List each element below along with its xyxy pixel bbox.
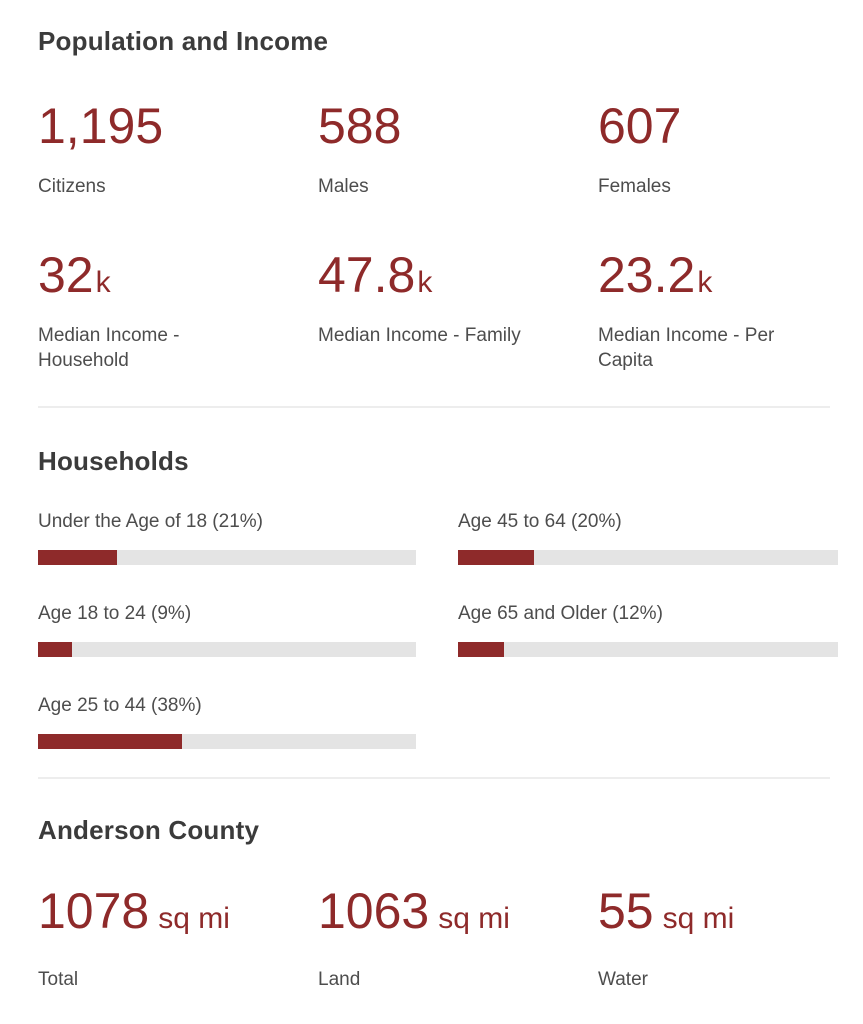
stat-median-income-household-label: Median Income - Household [38,324,180,372]
household-bar-25-44: Age 25 to 44 (38%) [38,695,416,749]
stat-males-label: Males [318,176,369,198]
household-bar-65-older-track [458,641,838,657]
stat-females-value: 607 [598,98,682,155]
stat-median-income-family: 47.8k Median Income - Family [318,246,598,374]
households-bars-left-column: Under the Age of 18 (21%) Age 18 to 24 (… [38,511,416,749]
households-section: Households Under the Age of 18 (21%) Age… [38,446,838,749]
stat-females: 607 Females [598,99,863,200]
households-bars: Under the Age of 18 (21%) Age 18 to 24 (… [38,511,838,749]
household-bar-18-24: Age 18 to 24 (9%) [38,603,416,657]
household-bar-under-18-label: Under the Age of 18 (21%) [38,511,263,533]
stat-median-income-household: 32k Median Income - Household [38,246,318,374]
household-bar-45-64-track [458,550,838,566]
stat-median-income-family-label: Median Income - Family [318,324,521,346]
stat-median-income-household-value: 32k [38,246,111,303]
household-bar-18-24-track [38,641,416,657]
household-bar-45-64-fill [458,550,534,566]
county-stats: 1078 sq mi Total 1063 sq mi Land 55 sq mi W… [38,884,830,993]
stat-females-label: Females [598,176,671,198]
stat-males: 588 Males [318,99,598,200]
section-divider [38,406,830,409]
population-income-section: Population and Income 1,195 Citizens 588… [38,26,830,374]
household-bar-under-18-fill [38,550,118,566]
stat-citizens: 1,195 Citizens [38,99,318,200]
stat-total-area: 1078 sq mi Total [38,884,318,993]
household-bar-18-24-fill [38,641,73,657]
household-bar-25-44-track [38,733,416,749]
stat-median-income-per-capita-value: 23.2k [598,246,713,303]
household-bar-18-24-label: Age 18 to 24 (9%) [38,603,192,625]
stat-water-area-value: 55 sq mi [598,883,735,940]
stat-land-area-label: Land [318,969,361,991]
population-income-title: Population and Income [38,26,329,56]
stat-water-area: 55 sq mi Water [598,884,863,993]
household-bar-45-64-label: Age 45 to 64 (20%) [458,511,622,533]
household-bar-25-44-fill [38,733,182,749]
stat-land-area-value: 1063 sq mi [318,883,510,940]
stat-citizens-value: 1,195 [38,98,164,155]
stat-water-area-label: Water [598,969,648,991]
county-title: Anderson County [38,814,260,845]
household-bar-65-older-label: Age 65 and Older (12%) [458,603,663,625]
county-section: Anderson County 1078 sq mi Total 1063 sq m… [38,815,830,993]
households-title: Households [38,446,189,477]
stat-median-income-per-capita-label: Median Income - Per Capita [598,324,775,372]
household-bar-25-44-label: Age 25 to 44 (38%) [38,694,202,716]
stat-total-area-label: Total [38,969,79,991]
stat-total-area-value: 1078 sq mi [38,883,230,940]
stat-median-income-per-capita: 23.2k Median Income - Per Capita [598,246,863,374]
stat-median-income-family-value: 47.8k [318,246,433,303]
section-divider [38,776,830,779]
household-bar-under-18-track [38,550,416,566]
household-bar-45-64: Age 45 to 64 (20%) [458,511,838,566]
population-income-stats: 1,195 Citizens 588 Males 607 Females 32k… [38,99,830,374]
households-bars-right-column: Age 45 to 64 (20%) Age 65 and Older (12%… [458,511,838,657]
stat-males-value: 588 [318,98,402,155]
household-bar-65-older: Age 65 and Older (12%) [458,603,838,657]
stat-land-area: 1063 sq mi Land [318,884,598,993]
household-bar-under-18: Under the Age of 18 (21%) [38,511,416,566]
stat-citizens-label: Citizens [38,176,106,198]
household-bar-65-older-fill [458,641,504,657]
